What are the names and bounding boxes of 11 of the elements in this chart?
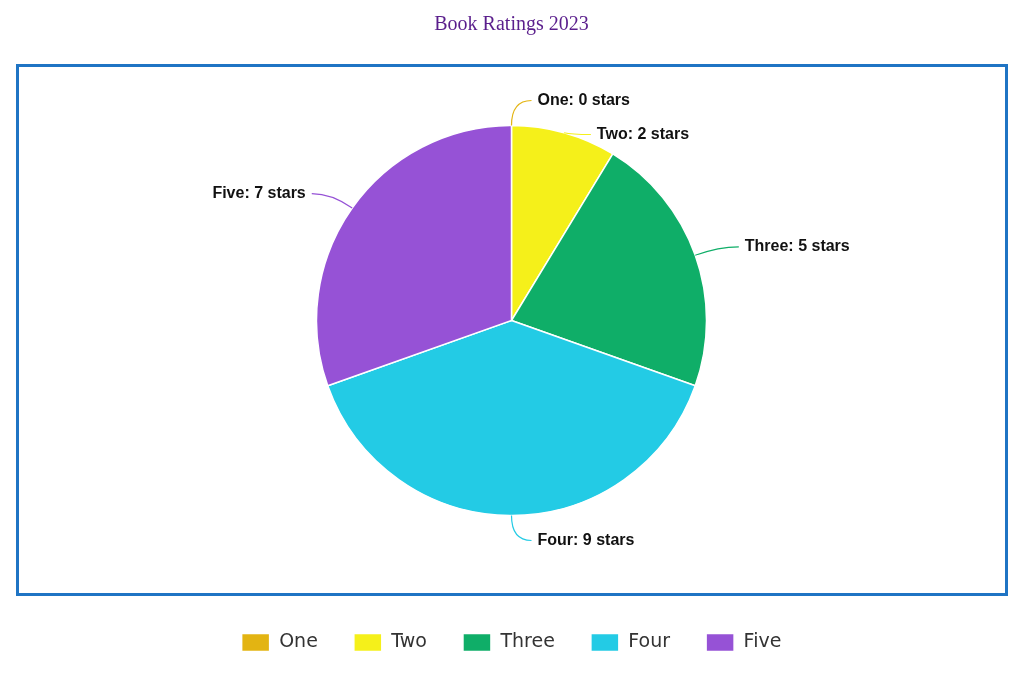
legend-label: Four	[628, 629, 671, 652]
data-label: Two: 2 stars	[596, 124, 690, 142]
text: One: 0 stars	[537, 90, 630, 108]
legend-label: Five	[743, 629, 782, 652]
legend-label: Three	[499, 629, 555, 652]
legend-label: One	[279, 629, 318, 652]
data-label: Five: 7 stars	[212, 184, 306, 202]
data-label: Four: 9 stars	[537, 530, 635, 548]
chart-title: Book Ratings 2023	[433, 12, 590, 35]
legend-label: Two	[390, 629, 427, 652]
data-label: Three: 5 stars	[744, 237, 850, 255]
